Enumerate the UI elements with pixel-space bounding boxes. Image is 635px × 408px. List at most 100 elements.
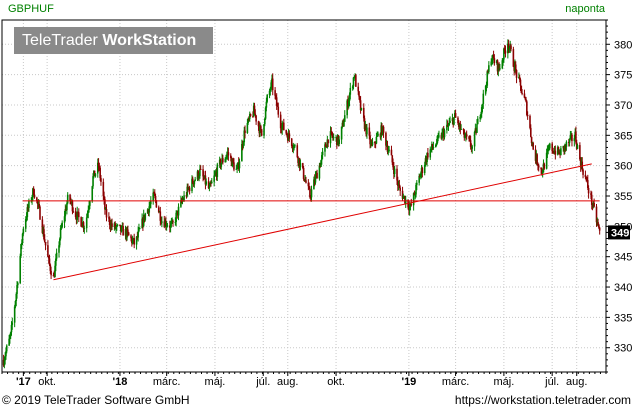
candle-body xyxy=(421,167,424,174)
candle-body xyxy=(575,131,577,143)
candle-body xyxy=(236,168,238,170)
candle-body xyxy=(253,105,256,114)
candle-body xyxy=(220,163,223,167)
candle-body xyxy=(360,107,363,111)
candle-body xyxy=(207,181,210,189)
y-axis: 330335340345350355360365370375380 xyxy=(606,19,632,373)
candle-body xyxy=(275,97,278,106)
candle-body xyxy=(492,54,495,59)
candlestick-series xyxy=(2,39,601,369)
candle-body xyxy=(508,48,511,50)
candle-body xyxy=(263,124,265,136)
candle-body xyxy=(401,190,404,199)
candle-body xyxy=(427,152,429,158)
candle-body xyxy=(60,227,63,229)
candle-body xyxy=(408,206,411,211)
candle-body xyxy=(102,181,105,197)
candle-body xyxy=(77,211,79,213)
candle-body xyxy=(326,139,329,148)
candle-body xyxy=(309,188,311,198)
candle-body xyxy=(402,196,405,199)
candle-body xyxy=(415,184,417,195)
x-tick-label: márc. xyxy=(442,376,470,388)
candle-body xyxy=(24,219,27,229)
candle-body xyxy=(148,206,151,213)
candle-body xyxy=(437,136,439,138)
candle-body xyxy=(352,77,355,87)
candle-body xyxy=(20,242,23,245)
candle-body xyxy=(71,201,74,212)
candle-body xyxy=(169,223,172,228)
candle-body xyxy=(166,225,169,227)
candle-body xyxy=(274,90,276,96)
candle-body xyxy=(252,115,254,117)
period-label[interactable]: naponta xyxy=(565,3,605,15)
candle-body xyxy=(275,95,277,98)
candle-body xyxy=(435,144,437,148)
candle-body xyxy=(198,176,200,179)
candle-body xyxy=(5,345,8,352)
candle-body xyxy=(138,228,141,230)
candle-body xyxy=(14,301,17,307)
x-tick-label: okt. xyxy=(327,376,345,388)
candle-body xyxy=(28,200,30,208)
last-price-marker: 349 xyxy=(608,225,630,240)
candle-body xyxy=(191,178,193,192)
candle-body xyxy=(94,173,97,177)
candle-body xyxy=(571,134,573,142)
candle-body xyxy=(429,149,432,158)
candle-body xyxy=(582,169,584,175)
candle-body xyxy=(193,180,196,185)
candle-body xyxy=(519,79,522,86)
candle-body xyxy=(260,126,262,130)
candle-body xyxy=(587,188,590,194)
candle-body xyxy=(310,189,313,198)
candle-body xyxy=(399,187,401,191)
candle-body xyxy=(476,118,479,125)
candle-body xyxy=(480,107,483,114)
candle-body xyxy=(115,224,118,228)
candle-body xyxy=(436,136,439,144)
candle-body xyxy=(63,216,66,223)
candle-body xyxy=(191,178,194,184)
candle-body xyxy=(137,231,139,238)
candle-body xyxy=(398,184,401,188)
candle-body xyxy=(22,228,25,234)
candle-body xyxy=(55,258,57,266)
candle-body xyxy=(457,117,459,124)
x-axis: '17 okt. '18 márc. máj. júl. aug. okt. '19 márc. m… xyxy=(1,372,607,388)
candle-body xyxy=(131,240,134,244)
candle-body xyxy=(324,144,327,147)
copyright-text: © 2019 TeleTrader Software GmbH xyxy=(2,393,190,407)
candle-body xyxy=(387,150,390,152)
candle-body xyxy=(199,168,201,177)
x-tick-label: okt. xyxy=(38,376,56,388)
candle-body xyxy=(76,211,79,220)
x-tick-label: '19 xyxy=(401,376,416,388)
candle-body xyxy=(447,124,450,127)
candle-body xyxy=(214,173,216,176)
candle-body xyxy=(537,164,539,166)
candle-body xyxy=(227,152,230,156)
candle-body xyxy=(418,175,420,183)
logo-text-light: TeleTrader xyxy=(22,32,103,49)
candle-body xyxy=(47,256,50,259)
candle-body xyxy=(279,114,282,129)
candle-body xyxy=(116,224,119,226)
candle-body xyxy=(64,209,67,217)
candle-body xyxy=(426,152,428,163)
y-tick-label: 360 xyxy=(614,161,632,173)
candle-body xyxy=(396,168,398,181)
candle-body xyxy=(413,193,416,196)
candle-body xyxy=(554,150,557,155)
source-url-link[interactable]: https://workstation.teletrader.com xyxy=(454,393,631,407)
candle-body xyxy=(213,175,215,182)
candle-body xyxy=(393,168,396,175)
candle-body xyxy=(66,194,69,204)
candle-body xyxy=(543,163,546,169)
candle-body xyxy=(351,86,354,88)
candle-body xyxy=(330,131,333,133)
candle-body xyxy=(540,167,542,170)
candle-body xyxy=(48,258,51,265)
